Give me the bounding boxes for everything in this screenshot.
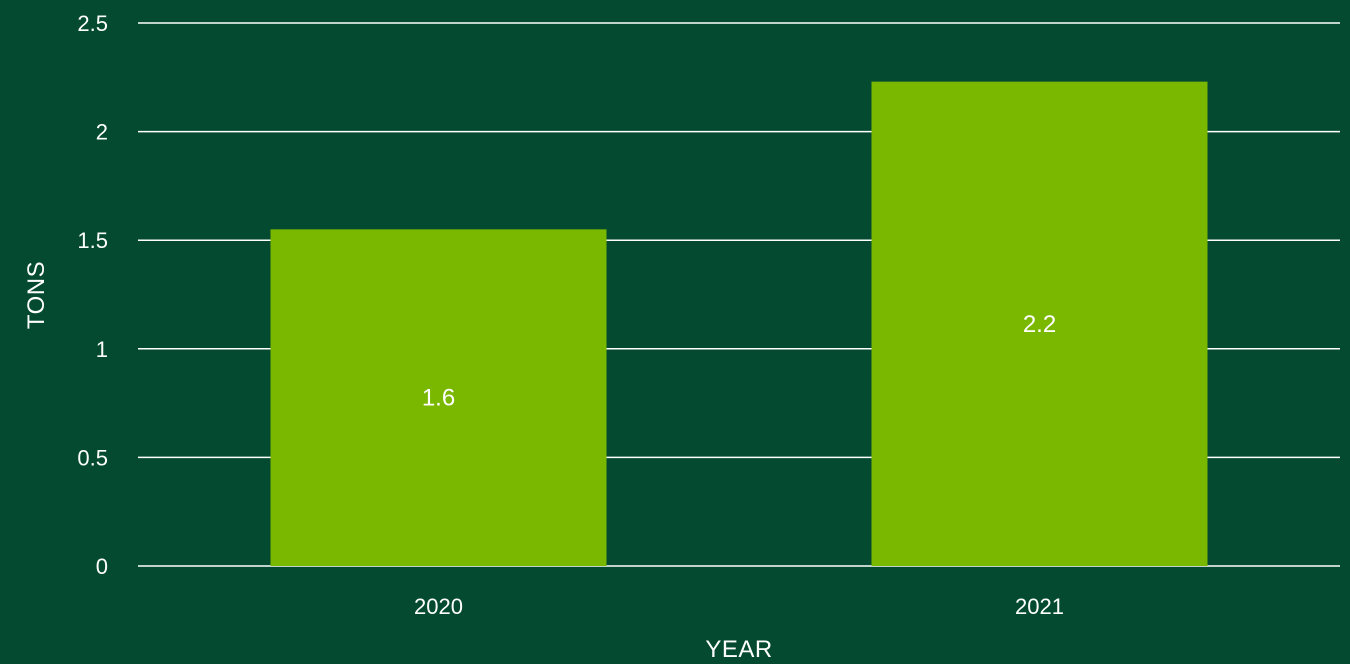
data-label: 1.6	[422, 385, 455, 412]
y-tick-label: 2	[96, 120, 108, 145]
x-axis-ticks: 2020 2021	[414, 594, 1064, 619]
y-tick-label: 2.5	[77, 11, 108, 36]
x-tick-label: 2020	[414, 594, 463, 619]
bar-2021	[871, 81, 1208, 567]
x-axis-title: YEAR	[705, 636, 772, 663]
bars: 1.6 2.2	[270, 81, 1208, 567]
y-tick-label: 0	[96, 554, 108, 579]
y-tick-label: 1.5	[77, 228, 108, 253]
y-axis-title: TONS	[23, 261, 50, 329]
data-label: 2.2	[1023, 311, 1056, 338]
y-tick-label: 1	[96, 337, 108, 362]
y-tick-label: 0.5	[77, 445, 108, 470]
y-axis-ticks: 0 0.5 1 1.5 2 2.5	[77, 11, 108, 579]
x-tick-label: 2021	[1015, 594, 1064, 619]
bar-2020	[270, 229, 607, 566]
